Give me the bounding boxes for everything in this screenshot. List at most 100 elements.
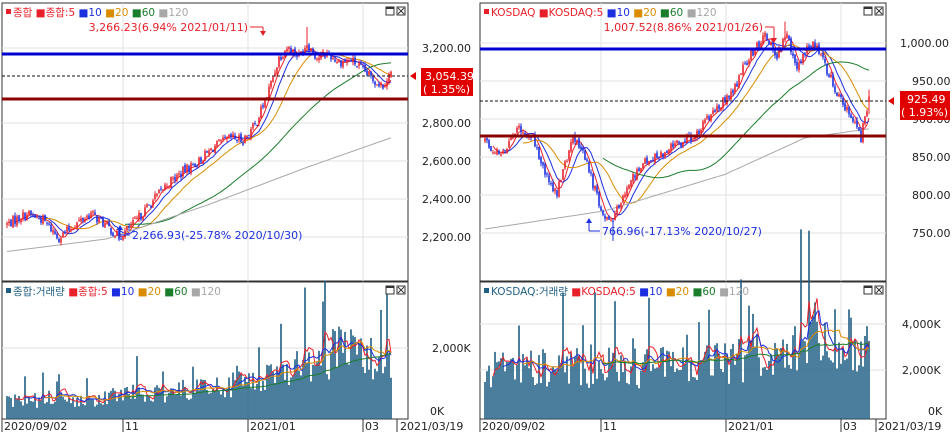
kosdaq-volume-bar <box>784 367 786 419</box>
kospi-volume-bar <box>72 397 74 419</box>
kosdaq-volume-bar <box>686 334 688 419</box>
kospi-candle <box>90 210 92 219</box>
kospi-volume-bar <box>332 329 334 419</box>
kospi-volume-bar <box>226 388 228 419</box>
kosdaq-volume-bar <box>514 379 516 419</box>
kosdaq-candle <box>578 136 580 150</box>
kospi-candle <box>24 212 26 222</box>
kospi-volume-bar <box>290 377 292 419</box>
kosdaq-volume-bar <box>852 370 854 419</box>
kosdaq-low-annotation: 766.96(-17.13% 2020/10/27) <box>586 218 762 238</box>
kospi-candle <box>44 214 46 222</box>
kospi-volume-bar <box>168 392 170 419</box>
kosdaq-volume-bar <box>848 309 850 419</box>
kospi-volume-bar <box>60 392 62 419</box>
kospi-candle <box>280 55 282 61</box>
kosdaq-volume-bar <box>620 355 622 419</box>
kospi-candle <box>358 60 360 69</box>
kosdaq-volume-bar <box>640 370 642 419</box>
kosdaq-candle <box>612 218 614 241</box>
kospi-candle <box>12 214 14 228</box>
kospi-candle <box>40 215 42 225</box>
kosdaq-price-close-icon[interactable] <box>874 6 884 16</box>
kosdaq-volume-bar <box>716 343 718 419</box>
kospi-panel: 3,266.23(6.94% 2021/01/11) 2,266.93(-25.… <box>1 2 474 433</box>
kosdaq-price-pane: 1,007.52(8.86% 2021/01/26) 766.96(-17.13… <box>479 2 887 282</box>
kospi-volume-bar <box>288 385 290 419</box>
kosdaq-volume-bar <box>552 366 554 419</box>
kospi-candle <box>8 218 10 227</box>
kosdaq-volume-close-icon[interactable] <box>874 285 884 295</box>
kosdaq-x-label-start: 2020/09/02 <box>482 420 545 433</box>
kosdaq-volume-bar <box>838 342 840 419</box>
kosdaq-candle <box>642 162 644 170</box>
kospi-candle <box>112 231 114 237</box>
kosdaq-candle <box>576 139 578 146</box>
kospi-volume-close-icon[interactable] <box>396 285 406 295</box>
kospi-candle <box>206 150 208 154</box>
kospi-volume-maximize-icon[interactable] <box>385 285 395 295</box>
kosdaq-volume-bar <box>850 317 852 419</box>
kospi-volume-bar <box>316 362 318 419</box>
kospi-price-close-icon[interactable] <box>396 6 406 16</box>
kospi-volume-bar <box>84 405 86 419</box>
kospi-price-legend[interactable]: 종합 ■종합:5 ■10 ■20 ■60 ■120 <box>6 7 188 19</box>
kosdaq-candle <box>708 114 710 122</box>
kosdaq-candle <box>636 167 638 181</box>
kosdaq-volume-maximize-icon[interactable] <box>863 285 873 295</box>
kospi-volume-bar <box>244 376 246 419</box>
kospi-candle <box>60 236 62 246</box>
kospi-candle <box>188 164 190 175</box>
kosdaq-legend-ma20: 20 <box>643 7 656 19</box>
kosdaq-candle <box>682 141 684 149</box>
kosdaq-volume-bar <box>752 313 754 419</box>
kosdaq-volume-bar <box>576 348 578 419</box>
kospi-candle <box>338 59 340 63</box>
kosdaq-volume-bar <box>540 383 542 419</box>
kospi-candle <box>140 212 142 222</box>
kospi-volume-bar <box>362 367 364 419</box>
kospi-volume-bar <box>228 377 230 419</box>
kospi-volume-legend[interactable]: 종합:거래량 ■종합:5 ■10 ■20 ■60 ■120 <box>6 286 221 298</box>
kosdaq-volume-legend[interactable]: KOSDAQ:거래량 ■KOSDAQ:5 ■10 ■20 ■60 ■120 <box>484 286 749 298</box>
kospi-volume-bar <box>182 379 184 419</box>
kospi-tick-2800: 2,800.00 <box>422 117 471 130</box>
kospi-candle <box>258 116 260 127</box>
kospi-volume-bar <box>384 366 386 419</box>
kospi-volume-bar <box>254 389 256 419</box>
kospi-volume-bar <box>320 365 322 419</box>
kospi-candle <box>6 221 8 229</box>
kospi-vol-legend-ma10: 10 <box>121 286 134 298</box>
kospi-candle <box>116 228 118 237</box>
kosdaq-candle <box>864 116 866 126</box>
kosdaq-candle <box>580 143 582 152</box>
kospi-volume-bar <box>212 388 214 419</box>
kosdaq-candle <box>504 150 506 154</box>
kosdaq-volume-bar <box>868 340 870 419</box>
kospi-candle <box>230 132 232 140</box>
kospi-volume-bar <box>100 403 102 419</box>
kospi-price-maximize-icon[interactable] <box>385 6 395 16</box>
kosdaq-volume-bar <box>654 368 656 419</box>
kospi-volume-bar <box>22 405 24 419</box>
kosdaq-candle <box>854 119 856 125</box>
kospi-price-pane: 3,266.23(6.94% 2021/01/11) 2,266.93(-25.… <box>1 2 409 282</box>
kospi-volume-bar <box>358 343 360 419</box>
kosdaq-volume-bar <box>528 368 530 419</box>
kospi-candle <box>94 209 96 216</box>
kosdaq-candle <box>544 162 546 178</box>
kosdaq-volume-bar <box>854 339 856 419</box>
kosdaq-volume-bar <box>626 383 628 419</box>
kospi-legend-ma5: 종합:5 <box>46 7 76 19</box>
kosdaq-candle <box>732 88 734 96</box>
kospi-volume-bar <box>156 385 158 419</box>
kospi-candle <box>350 57 352 62</box>
kosdaq-volume-bar <box>712 375 714 419</box>
kospi-volume-bar <box>102 404 104 419</box>
kospi-candle <box>362 63 364 69</box>
kospi-volume-bar <box>68 397 70 419</box>
kosdaq-price-legend[interactable]: KOSDAQ ■KOSDAQ:5 ■10 ■20 ■60 ■120 <box>484 7 717 19</box>
kospi-candle <box>50 221 52 233</box>
kosdaq-price-maximize-icon[interactable] <box>863 6 873 16</box>
kosdaq-candle <box>610 218 612 222</box>
